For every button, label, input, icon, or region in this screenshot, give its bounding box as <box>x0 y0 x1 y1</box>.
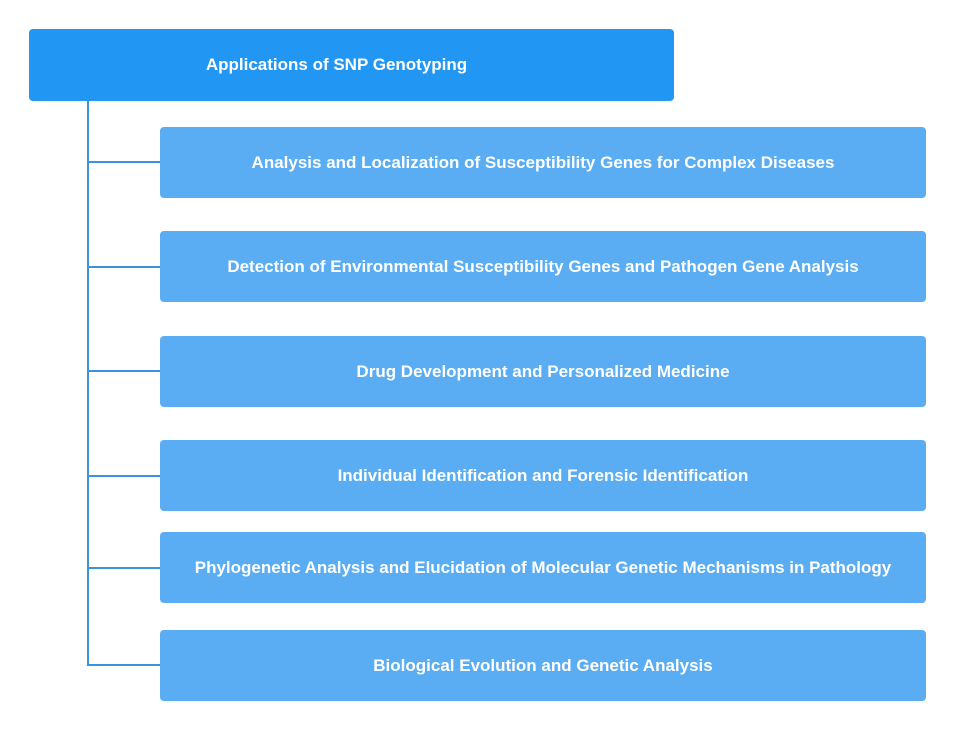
branch-connector <box>87 266 160 268</box>
child-label: Individual Identification and Forensic I… <box>337 465 749 485</box>
child-node: Individual Identification and Forensic I… <box>160 440 926 511</box>
trunk-connector <box>87 101 89 666</box>
branch-connector <box>87 664 160 666</box>
child-node: Detection of Environmental Susceptibilit… <box>160 231 926 302</box>
branch-connector <box>87 161 160 163</box>
child-label: Phylogenetic Analysis and Elucidation of… <box>194 557 892 577</box>
branch-connector <box>87 475 160 477</box>
child-label: Analysis and Localization of Susceptibil… <box>251 152 835 172</box>
child-node: Phylogenetic Analysis and Elucidation of… <box>160 532 926 603</box>
root-node: Applications of SNP Genotyping <box>29 29 674 101</box>
child-label: Detection of Environmental Susceptibilit… <box>227 256 859 276</box>
child-node: Biological Evolution and Genetic Analysi… <box>160 630 926 701</box>
branch-connector <box>87 567 160 569</box>
child-node: Analysis and Localization of Susceptibil… <box>160 127 926 198</box>
root-label: Applications of SNP Genotyping <box>205 55 468 74</box>
branch-connector <box>87 370 160 372</box>
child-label: Drug Development and Personalized Medici… <box>356 361 730 381</box>
child-label: Biological Evolution and Genetic Analysi… <box>373 655 713 675</box>
child-node: Drug Development and Personalized Medici… <box>160 336 926 407</box>
